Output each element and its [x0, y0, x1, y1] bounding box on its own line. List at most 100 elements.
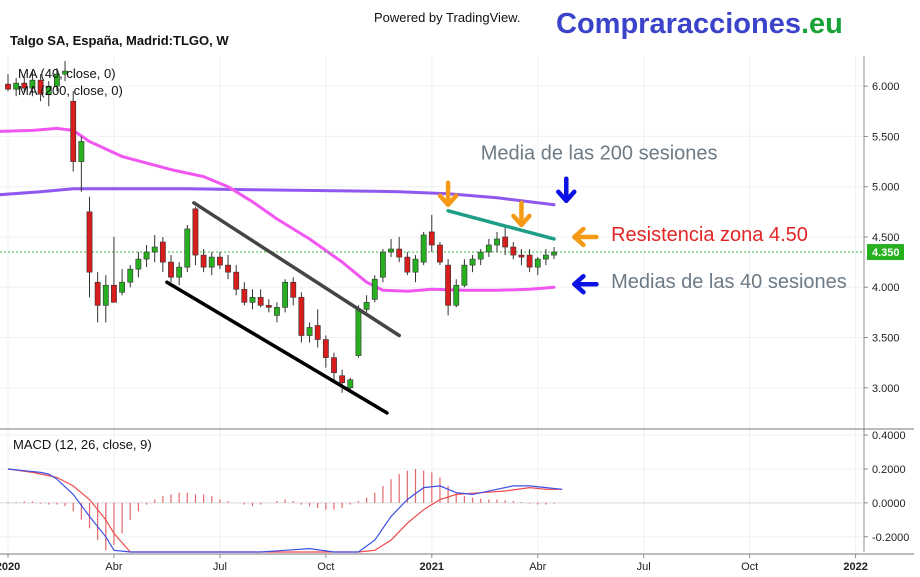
candle: [412, 255, 419, 283]
candle-body: [363, 302, 370, 310]
candle: [485, 238, 492, 258]
indicator-label-ma40[interactable]: MA (40, close, 0): [18, 66, 116, 81]
candle-body: [5, 83, 11, 90]
candle-body: [78, 141, 85, 162]
candle: [428, 214, 435, 253]
candle-body: [53, 73, 60, 87]
overlay-layer: Media de las 200 sesiones Resistencia zon…: [165, 143, 847, 415]
time-tick-label: Oct: [741, 561, 758, 573]
macd-signal-line: [7, 468, 563, 553]
candle: [274, 302, 280, 323]
price-tick-label: 5.000: [872, 182, 900, 194]
candle: [265, 299, 272, 313]
time-tick-label: Abr: [105, 561, 122, 573]
candle-body: [469, 258, 476, 266]
candle-body: [241, 288, 248, 303]
candle: [102, 275, 109, 323]
candle: [111, 236, 117, 303]
time-tick-label: 2022: [843, 561, 867, 573]
candle: [306, 322, 313, 343]
candle: [339, 369, 346, 393]
candle-body: [290, 281, 297, 298]
candle: [86, 196, 93, 298]
candle: [151, 234, 158, 263]
candle-body: [461, 264, 468, 286]
candle-body: [518, 254, 525, 258]
candle: [526, 249, 533, 273]
time-tick-label: Jul: [213, 561, 227, 573]
candle: [282, 279, 288, 313]
candle: [159, 236, 166, 273]
candle-body: [143, 251, 150, 260]
macd-title[interactable]: MACD (12, 26, close, 9): [13, 437, 152, 452]
candle: [510, 242, 517, 260]
candle: [200, 249, 207, 273]
powered-by-text[interactable]: Powered by TradingView.: [374, 10, 520, 25]
indicator-label-ma200[interactable]: MA (200, close, 0): [18, 83, 123, 98]
candle-body: [371, 278, 378, 300]
candle-body: [94, 281, 101, 306]
arrow-head: [511, 213, 532, 228]
trend-line: [165, 280, 389, 415]
candle: [396, 236, 403, 263]
candle: [363, 295, 370, 313]
arrow-head: [437, 193, 459, 208]
candle-body: [249, 296, 256, 303]
candle-body: [322, 339, 329, 358]
candle-body: [396, 248, 403, 258]
candle: [477, 249, 484, 266]
price-tick-label: 6.000: [872, 81, 900, 93]
macd-tick-label: 0.0000: [872, 498, 906, 510]
price-tick-label: 3.000: [872, 383, 900, 395]
candle: [314, 309, 321, 348]
candle-body: [420, 234, 427, 263]
annotation-text: Medias de las 40 sesiones: [611, 271, 847, 293]
candle: [290, 277, 297, 306]
candle-body: [453, 284, 460, 306]
time-tick-label: Oct: [317, 561, 334, 573]
macd-pane: [0, 468, 862, 553]
candle-body: [200, 254, 207, 268]
candle: [119, 269, 125, 296]
candle: [53, 68, 60, 92]
brand-logo[interactable]: Compraracciones.eu: [556, 8, 843, 40]
candle-body: [379, 251, 386, 278]
candle-body: [412, 258, 419, 273]
candle: [127, 265, 134, 288]
candle: [192, 206, 199, 266]
candle: [437, 242, 443, 266]
candle: [29, 71, 36, 97]
candle: [420, 231, 427, 266]
time-tick-label: 2021: [420, 561, 444, 573]
candle-body: [551, 251, 557, 256]
candle-body: [526, 254, 533, 268]
candle-body: [151, 246, 158, 253]
main-chart-title: Talgo SA, España, Madrid:TLGO, W: [10, 33, 229, 48]
candle-body: [208, 256, 215, 268]
candle: [217, 252, 223, 270]
candle-body: [111, 284, 117, 303]
candle: [62, 61, 68, 82]
brand-name: Compraracciones: [556, 8, 801, 40]
trend-line: [192, 201, 401, 338]
time-tick-label: Jul: [637, 561, 651, 573]
candle: [45, 81, 52, 107]
candle: [94, 272, 101, 323]
candle-body: [477, 251, 484, 260]
candle: [168, 255, 174, 283]
price-tick-label: 3.500: [872, 333, 900, 345]
axes-layer: 6.000 5.500 5.000 4.500 4.000 3.500 3.000 0.400…: [0, 56, 914, 573]
candle: [249, 289, 256, 310]
candle-body: [494, 238, 500, 246]
candle-body: [184, 228, 191, 268]
left-arrow-icon: [572, 273, 599, 295]
candle: [135, 252, 142, 278]
candle: [534, 257, 541, 276]
candle: [453, 279, 460, 308]
down-arrow-icon: [437, 180, 459, 208]
candle-body: [13, 82, 20, 90]
candle-body: [127, 268, 134, 283]
main-pane: [0, 61, 862, 393]
candle-body: [135, 258, 142, 270]
candle: [404, 252, 411, 276]
